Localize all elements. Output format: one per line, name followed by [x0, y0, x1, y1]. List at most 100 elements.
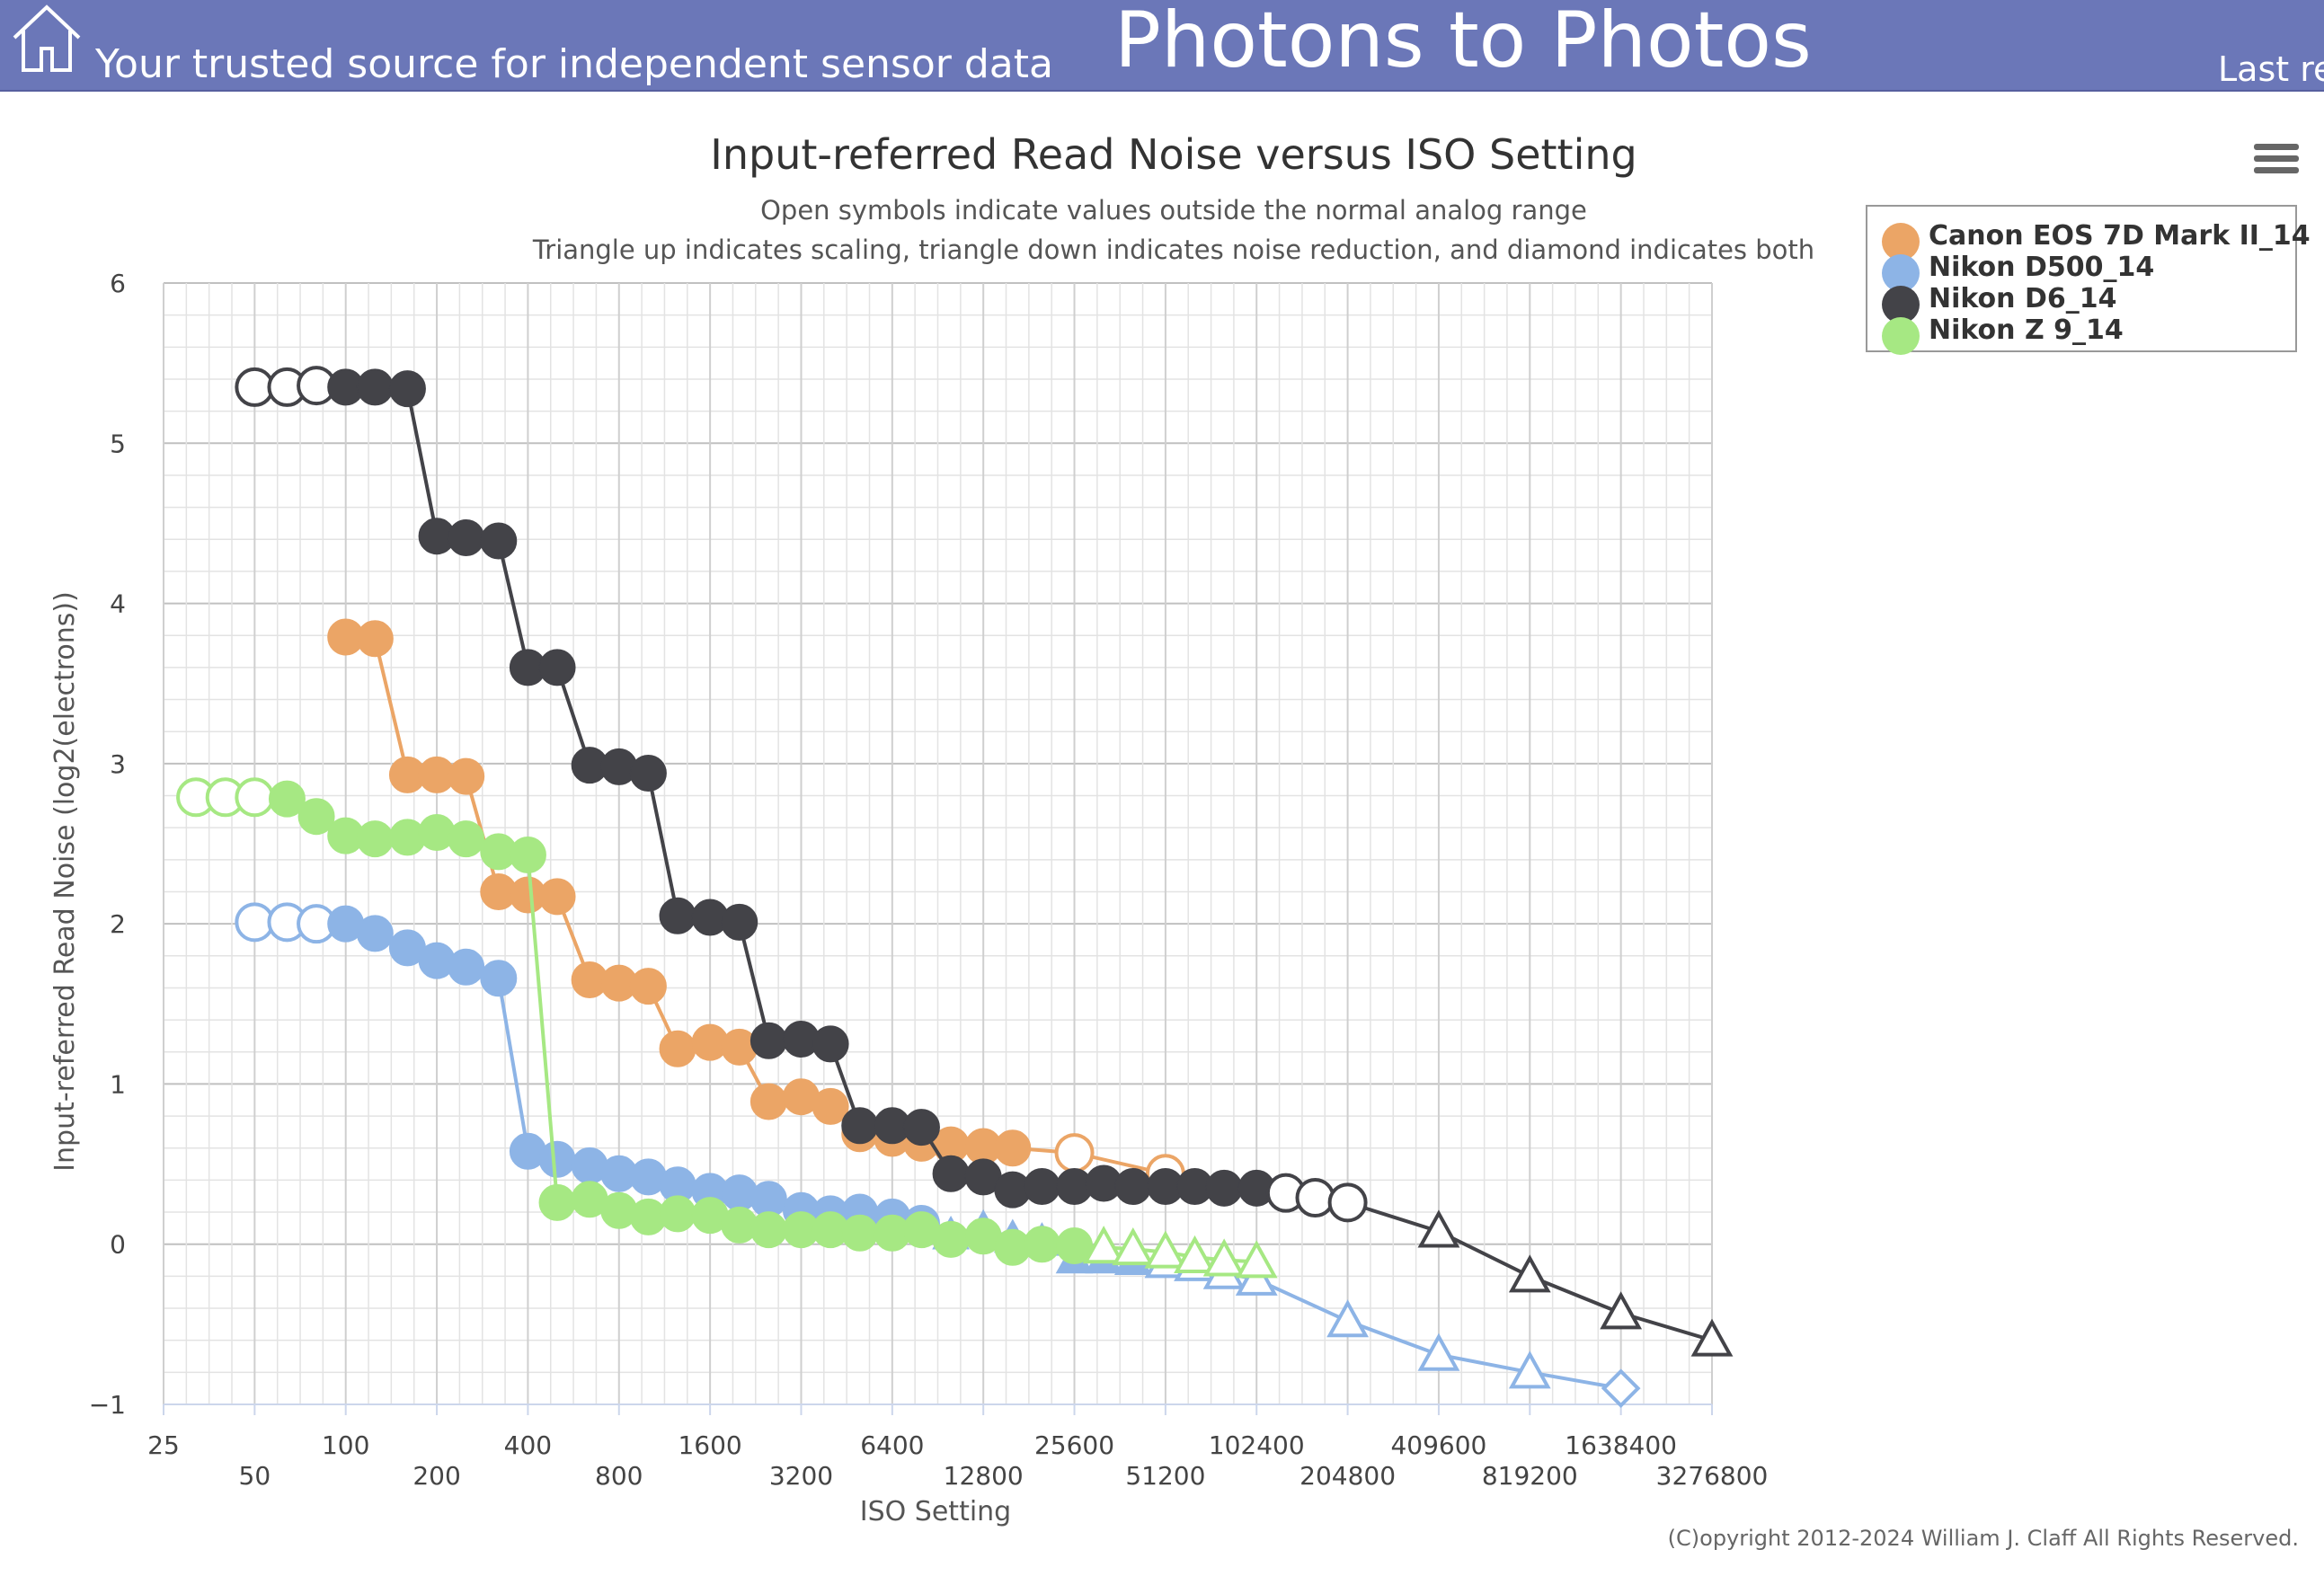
legend-label-nikon-d6: Nikon D6_14 — [1929, 283, 2117, 314]
x-tick-label: 102400 — [1209, 1430, 1305, 1460]
data-point[interactable] — [1205, 1169, 1243, 1207]
data-point[interactable] — [629, 755, 667, 792]
legend-item-canon-eos-7d-mark-ii[interactable]: Canon EOS 7D Mark II_14 — [1882, 221, 2311, 261]
x-tick-label: 1638400 — [1565, 1430, 1677, 1460]
data-point[interactable] — [297, 798, 335, 836]
data-point[interactable] — [448, 820, 485, 858]
data-point[interactable] — [1174, 1235, 1216, 1273]
data-point[interactable] — [235, 902, 275, 943]
data-point[interactable] — [235, 777, 275, 818]
data-point[interactable] — [1295, 1178, 1335, 1218]
x-tick-label: 3276800 — [1656, 1461, 1769, 1491]
hamburger-menu-icon-bar — [2254, 155, 2299, 162]
data-point[interactable] — [480, 960, 518, 997]
data-point[interactable] — [1508, 1350, 1551, 1389]
copyright-notice: (C)opyright 2012-2024 William J. Claff A… — [1667, 1526, 2299, 1551]
x-tick-label: 409600 — [1390, 1430, 1486, 1460]
data-point[interactable] — [841, 1214, 879, 1252]
data-point[interactable] — [1114, 1168, 1152, 1206]
data-point[interactable] — [356, 820, 394, 858]
data-point[interactable] — [1023, 1226, 1060, 1263]
y-axis-title: Input-referred Read Noise (log2(electron… — [49, 591, 81, 1172]
axes: 2550100200400800160032006400128002560051… — [89, 269, 1769, 1491]
data-point[interactable] — [1056, 1226, 1094, 1264]
x-tick-label: 25600 — [1034, 1430, 1114, 1460]
data-point[interactable] — [356, 368, 394, 406]
data-point[interactable] — [538, 1183, 576, 1221]
data-point[interactable] — [448, 518, 485, 556]
data-point[interactable] — [1235, 1240, 1278, 1279]
data-point[interactable] — [1417, 1333, 1460, 1371]
data-point[interactable] — [1600, 1291, 1643, 1330]
data-point[interactable] — [659, 897, 696, 934]
data-point[interactable] — [356, 915, 394, 952]
data-point[interactable] — [538, 878, 576, 916]
x-tick-label: 6400 — [860, 1430, 924, 1460]
hamburger-menu-icon — [2254, 144, 2299, 150]
data-point[interactable] — [509, 836, 546, 873]
x-tick-label: 819200 — [1482, 1461, 1578, 1491]
data-point[interactable] — [659, 1030, 696, 1067]
y-tick-label: 3 — [110, 749, 126, 779]
data-point[interactable] — [721, 903, 758, 941]
data-point[interactable] — [1601, 1368, 1641, 1408]
plot-series — [176, 366, 1734, 1408]
data-point[interactable] — [480, 522, 518, 560]
data-point[interactable] — [932, 1155, 970, 1192]
y-tick-label: 4 — [110, 589, 126, 619]
data-point[interactable] — [841, 1107, 879, 1145]
data-point[interactable] — [659, 1195, 696, 1233]
y-tick-label: 1 — [110, 1069, 126, 1099]
site-banner: Your trusted source for independent sens… — [0, 0, 2324, 92]
data-point[interactable] — [538, 1140, 576, 1178]
data-point[interactable] — [750, 1022, 787, 1059]
y-tick-label: −1 — [89, 1390, 126, 1420]
data-point[interactable] — [812, 1025, 849, 1063]
legend-item-nikon-d6[interactable]: Nikon D6_14 — [1882, 283, 2295, 323]
data-point[interactable] — [448, 948, 485, 986]
data-point[interactable] — [994, 1129, 1032, 1167]
x-tick-label: 800 — [595, 1461, 643, 1491]
x-tick-label: 204800 — [1299, 1461, 1396, 1491]
x-tick-label: 51200 — [1125, 1461, 1205, 1491]
data-point[interactable] — [629, 968, 667, 1005]
chart-subtitle-line-2: Triangle up indicates scaling, triangle … — [532, 235, 1814, 265]
y-tick-label: 5 — [110, 429, 126, 458]
data-point[interactable] — [1054, 1133, 1095, 1173]
legend-label-nikon-z9: Nikon Z 9_14 — [1929, 314, 2124, 346]
x-tick-label: 3200 — [769, 1461, 833, 1491]
data-point[interactable] — [1417, 1209, 1460, 1248]
series-canon-eos-7d-mark-ii-14 — [327, 618, 1185, 1194]
data-point[interactable] — [1690, 1318, 1734, 1357]
data-point[interactable] — [1327, 1182, 1368, 1223]
x-tick-label: 50 — [239, 1461, 271, 1491]
legend-item-nikon-d500[interactable]: Nikon D500_14 — [1882, 252, 2295, 292]
data-point[interactable] — [356, 620, 394, 658]
data-point[interactable] — [1023, 1168, 1060, 1206]
data-point[interactable] — [1326, 1299, 1369, 1338]
site-title[interactable]: Photons to Photos — [1114, 0, 1812, 85]
x-tick-label: 200 — [412, 1461, 460, 1491]
data-point[interactable] — [1082, 1226, 1125, 1264]
y-tick-label: 2 — [110, 909, 126, 939]
data-point[interactable] — [902, 1109, 940, 1147]
legend-item-nikon-z9[interactable]: Nikon Z 9_14 — [1882, 314, 2295, 355]
legend-swatch-nikon-z9 — [1882, 317, 1920, 355]
data-point[interactable] — [268, 780, 306, 818]
data-point[interactable] — [388, 370, 426, 408]
chart-context-menu-button[interactable] — [2254, 144, 2299, 180]
home-icon[interactable] — [11, 2, 83, 74]
data-point[interactable] — [448, 757, 485, 795]
data-point[interactable] — [750, 1211, 787, 1249]
data-point[interactable] — [1202, 1238, 1246, 1277]
data-point[interactable] — [750, 1083, 787, 1120]
data-point[interactable] — [812, 1087, 849, 1125]
data-point[interactable] — [1112, 1226, 1155, 1266]
data-point[interactable] — [1144, 1230, 1187, 1269]
data-point[interactable] — [1508, 1254, 1551, 1293]
x-tick-label: 12800 — [944, 1461, 1024, 1491]
data-point[interactable] — [932, 1220, 970, 1258]
y-tick-label: 6 — [110, 269, 126, 298]
data-point[interactable] — [538, 649, 576, 686]
data-point[interactable] — [235, 367, 275, 407]
